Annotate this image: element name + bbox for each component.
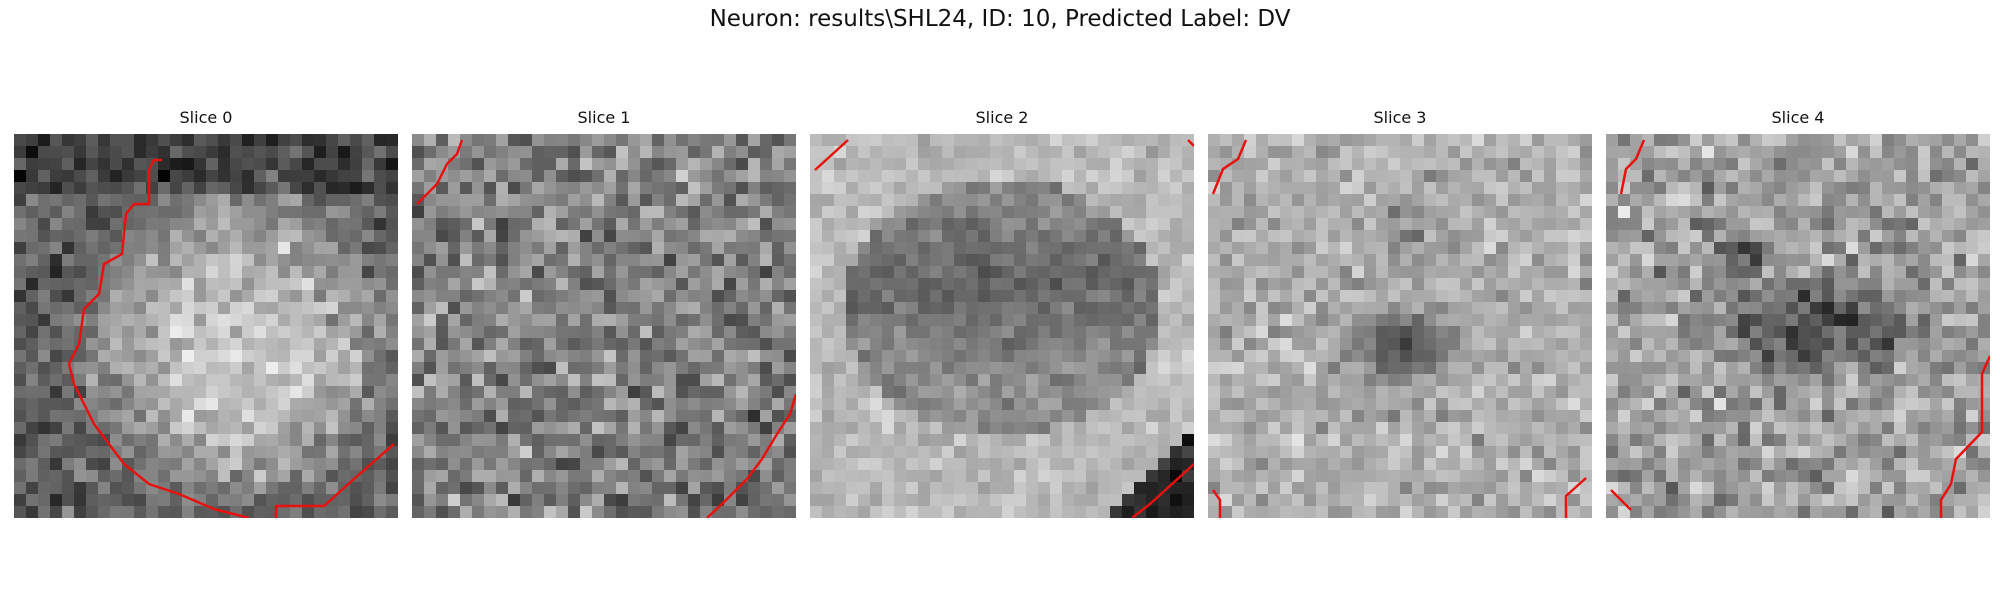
- contour-line: [1610, 489, 1632, 511]
- slice-title-2: Slice 2: [975, 108, 1029, 127]
- contour-line: [814, 139, 849, 171]
- contour-line: [1619, 139, 1646, 195]
- contour-line: [1131, 463, 1194, 518]
- contour-line: [416, 139, 464, 205]
- slice-image-2: [810, 134, 1194, 518]
- slice-image-1: [412, 134, 796, 518]
- contour-line: [274, 443, 395, 518]
- slice-image-0: [14, 134, 398, 518]
- slice-title-3: Slice 3: [1373, 108, 1427, 127]
- slice-title-1: Slice 1: [577, 108, 631, 127]
- contour-line: [1564, 477, 1587, 518]
- contour-line: [706, 393, 796, 518]
- contour-line: [67, 158, 250, 518]
- contour-line: [1211, 489, 1222, 518]
- slice-title-4: Slice 4: [1771, 108, 1825, 127]
- figure-title: Neuron: results\SHL24, ID: 10, Predicted…: [709, 6, 1291, 32]
- slice-image-4: [1606, 134, 1990, 518]
- slice-image-3: [1208, 134, 1592, 518]
- contour-line: [1211, 139, 1248, 195]
- contour-line: [1939, 355, 1990, 518]
- contour-line: [1187, 139, 1194, 147]
- slice-title-0: Slice 0: [179, 108, 233, 127]
